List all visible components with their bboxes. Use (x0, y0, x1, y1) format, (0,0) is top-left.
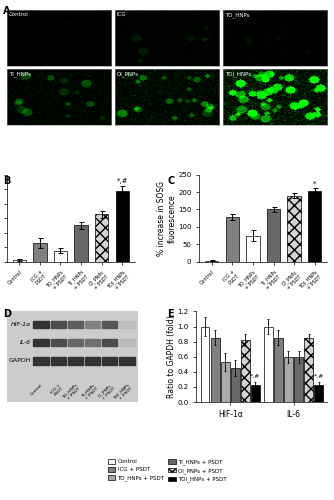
Text: TI_HNPs
+ PSDT: TI_HNPs + PSDT (80, 383, 99, 402)
Bar (120, 321, 135, 328)
Bar (50, 357, 66, 364)
Text: TI_HNPs: TI_HNPs (9, 72, 30, 77)
Bar (74, 226, 88, 262)
Bar (221, 362, 230, 402)
Bar (68, 321, 83, 328)
Text: *,#: *,# (314, 374, 324, 378)
Text: E: E (167, 309, 174, 319)
Bar (102, 339, 118, 346)
Text: HIF-1α: HIF-1α (11, 322, 31, 327)
Bar (120, 357, 135, 364)
Bar (288, 196, 301, 262)
Bar (116, 191, 129, 262)
Text: B: B (3, 176, 11, 186)
Bar (308, 191, 322, 262)
Y-axis label: % increase in SOSG
fluorescence: % increase in SOSG fluorescence (157, 180, 177, 256)
Text: Control: Control (9, 12, 28, 18)
Bar (33, 339, 48, 346)
Bar (246, 236, 260, 262)
Bar (50, 321, 66, 328)
Text: GAPDH: GAPDH (8, 358, 31, 364)
Bar (102, 321, 118, 328)
Text: TOI_HNPs
+ PSDT: TOI_HNPs + PSDT (113, 383, 133, 404)
Bar (95, 214, 109, 262)
Bar (267, 210, 280, 262)
Bar (304, 338, 313, 402)
Bar (314, 386, 323, 402)
Text: *: * (313, 180, 317, 186)
Bar (33, 243, 46, 262)
Bar (201, 326, 209, 402)
Bar (231, 368, 240, 402)
Bar (85, 339, 100, 346)
Text: IL-6: IL-6 (20, 340, 31, 345)
Bar (211, 338, 219, 402)
Text: TO_HNPs
+ PSDT: TO_HNPs + PSDT (62, 383, 81, 403)
Text: Control: Control (30, 383, 44, 397)
Bar (294, 356, 303, 402)
Text: OI_PNPs
+ PSDT: OI_PNPs + PSDT (98, 383, 116, 402)
Legend: Control, ICG + PSDT, TO_HNPs + PSDT, TI_HNPs + PSDT, OI_PNPs + PSDT, TOI_HNPs + : Control, ICG + PSDT, TO_HNPs + PSDT, TI_… (105, 457, 229, 484)
Bar (241, 340, 250, 402)
Bar (54, 250, 67, 262)
Bar (251, 386, 260, 402)
Bar (284, 356, 293, 402)
Bar (274, 338, 283, 402)
Bar (68, 339, 83, 346)
Bar (33, 357, 48, 364)
Bar (205, 260, 218, 262)
Text: OI_PNPs: OI_PNPs (117, 72, 139, 77)
Bar (12, 260, 26, 262)
Text: A: A (3, 6, 11, 16)
Y-axis label: Ratio to GAPDH (fold): Ratio to GAPDH (fold) (167, 316, 176, 398)
Bar (50, 339, 66, 346)
Bar (102, 357, 118, 364)
Text: ICG +
PSDT: ICG + PSDT (49, 383, 64, 398)
Bar (225, 217, 239, 262)
Bar (85, 357, 100, 364)
Text: C: C (167, 176, 174, 186)
Bar (68, 357, 83, 364)
Bar (85, 321, 100, 328)
Bar (264, 326, 273, 402)
Text: TOI_HNPs: TOI_HNPs (225, 72, 251, 77)
Text: *,#: *,# (250, 374, 261, 378)
Text: *,#: *,# (117, 178, 128, 184)
Bar (33, 321, 48, 328)
Text: TO_HNPs: TO_HNPs (225, 12, 250, 18)
Text: ICG: ICG (117, 12, 127, 18)
Bar (120, 339, 135, 346)
Text: D: D (3, 309, 11, 319)
